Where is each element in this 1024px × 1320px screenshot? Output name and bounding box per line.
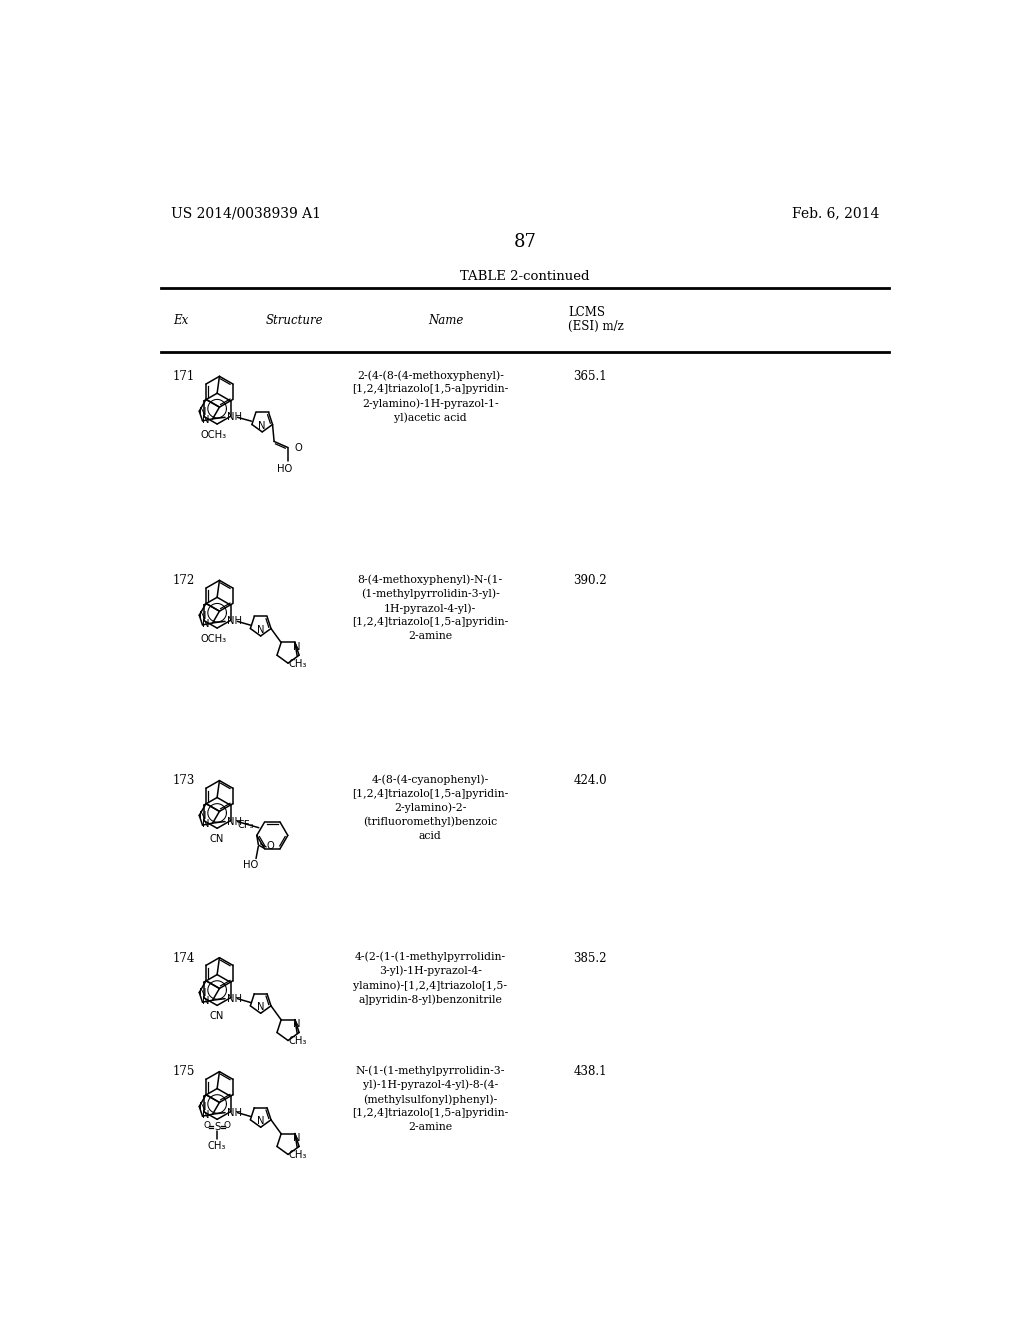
Text: NH: NH	[226, 616, 242, 627]
Text: N-(1-(1-methylpyrrolidin-3-
yl)-1H-pyrazol-4-yl)-8-(4-
(methylsulfonyl)phenyl)-
: N-(1-(1-methylpyrrolidin-3- yl)-1H-pyraz…	[352, 1065, 508, 1133]
Text: 172: 172	[173, 574, 196, 587]
Text: N: N	[257, 1002, 264, 1012]
Text: 424.0: 424.0	[573, 775, 607, 788]
Text: NH: NH	[226, 412, 242, 422]
Text: 365.1: 365.1	[573, 370, 607, 383]
Text: N: N	[200, 611, 207, 620]
Text: O: O	[204, 1121, 211, 1130]
Text: N: N	[200, 812, 207, 821]
Text: O: O	[266, 841, 273, 851]
Text: N: N	[293, 1133, 300, 1143]
Text: 171: 171	[173, 370, 196, 383]
Text: N: N	[202, 414, 209, 425]
Text: LCMS: LCMS	[568, 306, 605, 319]
Text: 4-(8-(4-cyanophenyl)-
[1,2,4]triazolo[1,5-a]pyridin-
2-ylamino)-2-
(trifluoromet: 4-(8-(4-cyanophenyl)- [1,2,4]triazolo[1,…	[352, 775, 508, 841]
Text: CF₃: CF₃	[238, 820, 254, 830]
Text: TABLE 2-continued: TABLE 2-continued	[460, 271, 590, 282]
Text: Feb. 6, 2014: Feb. 6, 2014	[793, 206, 880, 220]
Text: Structure: Structure	[266, 314, 324, 326]
Text: 2-(4-(8-(4-methoxyphenyl)-
[1,2,4]triazolo[1,5-a]pyridin-
2-ylamino)-1H-pyrazol-: 2-(4-(8-(4-methoxyphenyl)- [1,2,4]triazo…	[352, 370, 508, 424]
Text: N: N	[293, 642, 300, 652]
Text: 174: 174	[173, 952, 196, 965]
Text: N: N	[202, 1110, 209, 1121]
Text: S: S	[214, 1122, 220, 1133]
Text: CH₃: CH₃	[288, 1150, 306, 1160]
Text: CH₃: CH₃	[288, 659, 306, 669]
Text: N: N	[257, 624, 264, 635]
Text: 175: 175	[173, 1065, 196, 1078]
Text: 438.1: 438.1	[573, 1065, 607, 1078]
Text: N: N	[258, 421, 266, 430]
Text: Ex: Ex	[173, 314, 188, 326]
Text: N: N	[202, 820, 209, 829]
Text: (ESI) m/z: (ESI) m/z	[568, 319, 624, 333]
Text: 4-(2-(1-(1-methylpyrrolidin-
3-yl)-1H-pyrazol-4-
ylamino)-[1,2,4]triazolo[1,5-
a: 4-(2-(1-(1-methylpyrrolidin- 3-yl)-1H-py…	[353, 952, 507, 1006]
Text: OCH₃: OCH₃	[200, 430, 226, 440]
Text: N: N	[200, 407, 207, 417]
Text: 8-(4-methoxyphenyl)-N-(1-
(1-methylpyrrolidin-3-yl)-
1H-pyrazol-4-yl)-
[1,2,4]tr: 8-(4-methoxyphenyl)-N-(1- (1-methylpyrro…	[352, 574, 508, 640]
Text: CN: CN	[210, 1011, 224, 1022]
Text: N: N	[293, 1019, 300, 1030]
Text: 173: 173	[173, 775, 196, 788]
Text: NH: NH	[226, 1107, 242, 1118]
Text: US 2014/0038939 A1: US 2014/0038939 A1	[171, 206, 321, 220]
Text: N: N	[257, 1117, 264, 1126]
Text: N: N	[202, 619, 209, 630]
Text: NH: NH	[226, 994, 242, 1003]
Text: O: O	[223, 1121, 230, 1130]
Text: CN: CN	[210, 834, 224, 843]
Text: OCH₃: OCH₃	[200, 634, 226, 644]
Text: Name: Name	[428, 314, 464, 326]
Text: N: N	[202, 997, 209, 1006]
Text: 87: 87	[513, 234, 537, 251]
Text: NH: NH	[226, 817, 242, 826]
Text: HO: HO	[278, 465, 293, 474]
Text: 390.2: 390.2	[573, 574, 607, 587]
Text: N: N	[200, 1102, 207, 1113]
Text: 385.2: 385.2	[573, 952, 607, 965]
Text: HO: HO	[243, 859, 258, 870]
Text: N: N	[200, 989, 207, 998]
Text: CH₃: CH₃	[208, 1140, 226, 1151]
Text: CH₃: CH₃	[288, 1036, 306, 1047]
Text: O: O	[294, 442, 302, 453]
